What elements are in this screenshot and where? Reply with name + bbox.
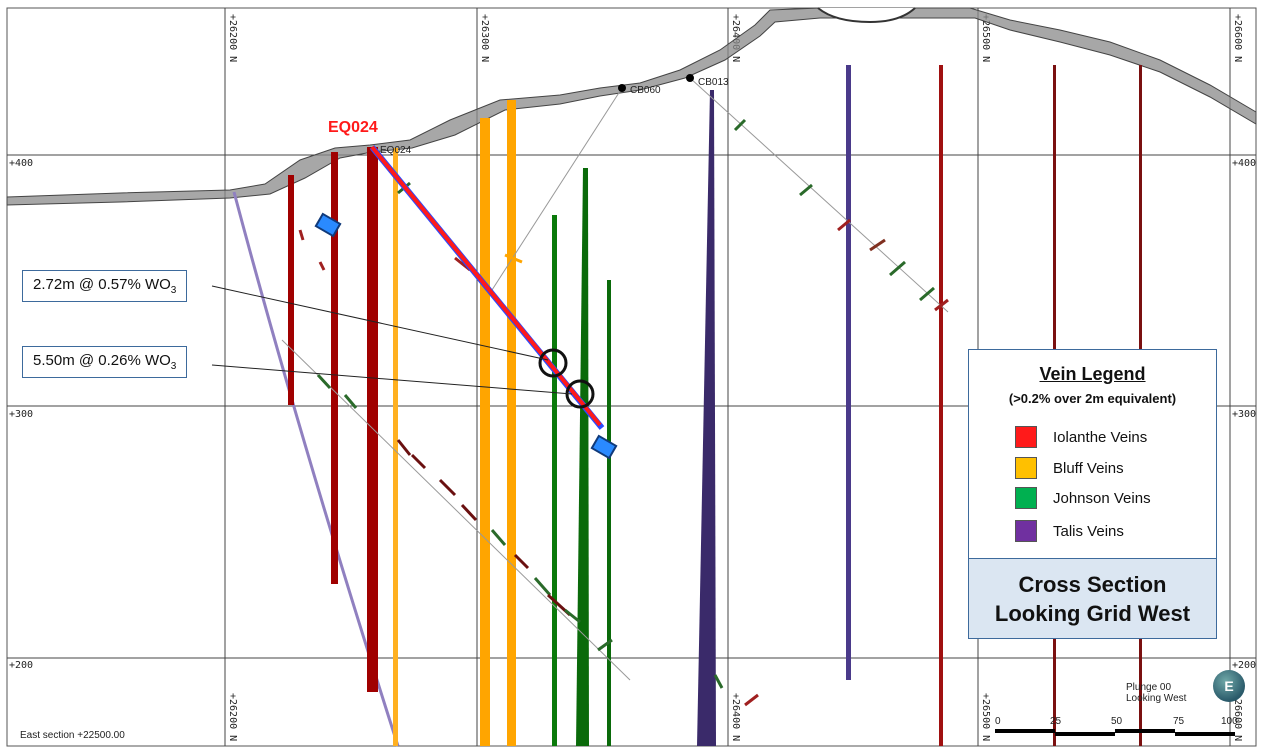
northing-label-top: +26400 N: [730, 14, 741, 62]
elevation-label-left: +200: [9, 660, 33, 671]
northing-label-bottom: +26200 N: [227, 693, 238, 741]
elevation-label-left: +300: [9, 409, 33, 420]
collar-cb013[interactable]: [686, 74, 694, 82]
section-orientation-box: Cross Section Looking Grid West: [969, 558, 1216, 638]
intercept-marker[interactable]: [538, 348, 568, 378]
drill-traces: [281, 77, 949, 681]
scale-tick: 100: [1221, 716, 1238, 727]
scale-tick: 75: [1173, 716, 1185, 727]
scale-bar: 0 25 50 75 100: [995, 716, 1238, 736]
johnson-vein: [576, 168, 589, 746]
legend-label: Johnson Veins: [1053, 489, 1151, 507]
section-line2: Looking Grid West: [994, 601, 1191, 626]
bluff-veins: [393, 100, 516, 746]
talis-vein: [846, 65, 851, 680]
bluff-vein: [507, 100, 516, 746]
elevation-label-left: +400: [9, 158, 33, 169]
legend-label: Talis Veins: [1053, 522, 1124, 540]
iolanthe-vein: [367, 147, 378, 692]
section-name: East section +22500.00: [20, 730, 125, 741]
intercept-subscript: 3: [170, 361, 177, 372]
legend-item: Bluff Veins: [1015, 457, 1124, 479]
northing-label-top: +26600 N: [1232, 14, 1243, 62]
legend-swatch: [1015, 457, 1037, 479]
scale-tick: 25: [1050, 716, 1062, 727]
talis-veins: [697, 65, 851, 746]
johnson-vein: [607, 280, 611, 746]
compass-icon[interactable]: E: [1213, 670, 1245, 702]
terrain-surface: [6, 7, 1257, 206]
legend-item: Talis Veins: [1015, 520, 1124, 542]
section-line1: Cross Section: [1018, 572, 1167, 597]
talis-vein: [697, 90, 716, 746]
cube-markers: [314, 212, 618, 460]
bluff-vein: [393, 148, 398, 746]
collar-cb060[interactable]: [618, 84, 626, 92]
collar-label-eq024: EQ024: [380, 145, 412, 156]
northing-label-top: +26200 N: [227, 14, 238, 62]
view-orientation: Plunge 00 Looking West: [1126, 682, 1186, 704]
drillhole-title: EQ024: [328, 119, 378, 136]
bluff-vein: [480, 118, 490, 746]
intercept-subscript: 3: [170, 285, 177, 296]
northing-label-bottom: +26600 N: [1232, 693, 1243, 741]
legend-label: Iolanthe Veins: [1053, 428, 1148, 446]
map-frame: [6, 7, 1257, 747]
elevation-label-right: +400: [1232, 158, 1256, 169]
legend-swatch: [1015, 487, 1037, 509]
collar-label-cb013: CB013: [698, 77, 729, 88]
legend-swatch: [1015, 520, 1037, 542]
scale-tick: 0: [995, 716, 1001, 727]
drillhole-eq024[interactable]: [369, 145, 605, 430]
legend-subtitle: (>0.2% over 2m equivalent): [1008, 391, 1177, 406]
collar-label-cb060: CB060: [630, 85, 661, 96]
johnson-veins: [552, 168, 611, 746]
plunge-text: Plunge 00: [1126, 682, 1172, 693]
callout-leader: [211, 364, 573, 395]
legend-item: Iolanthe Veins: [1015, 426, 1147, 448]
vein-legend: Vein Legend (>0.2% over 2m equivalent) I…: [968, 349, 1217, 639]
callout-leader: [211, 285, 549, 361]
elevation-label-right: +300: [1232, 409, 1256, 420]
northing-label-top: +26300 N: [479, 14, 490, 62]
assay-intervals: [298, 118, 949, 707]
northing-label-bottom: +26500 N: [980, 693, 991, 741]
intercept-callout[interactable]: 2.72m @ 0.57% WO3: [22, 270, 188, 302]
elevation-label-right: +200: [1232, 660, 1256, 671]
iolanthe-vein: [331, 152, 338, 584]
intercept-text: 2.72m @ 0.57% WO: [33, 276, 171, 293]
looking-text: Looking West: [1126, 693, 1187, 704]
underground-void: [817, 7, 916, 24]
intercept-text: 5.50m @ 0.26% WO: [33, 352, 171, 369]
legend-item: Johnson Veins: [1015, 487, 1151, 509]
johnson-vein: [552, 215, 557, 746]
iolanthe-vein: [939, 65, 943, 746]
legend-swatch: [1015, 426, 1037, 448]
northing-label-bottom: +26400 N: [730, 693, 741, 741]
northing-label-top: +26500 N: [980, 14, 991, 62]
legend-title: Vein Legend: [1039, 364, 1146, 384]
intercept-callout[interactable]: 5.50m @ 0.26% WO3: [22, 346, 188, 378]
legend-label: Bluff Veins: [1053, 459, 1124, 477]
scale-tick: 50: [1111, 716, 1123, 727]
iolanthe-vein: [288, 175, 294, 405]
